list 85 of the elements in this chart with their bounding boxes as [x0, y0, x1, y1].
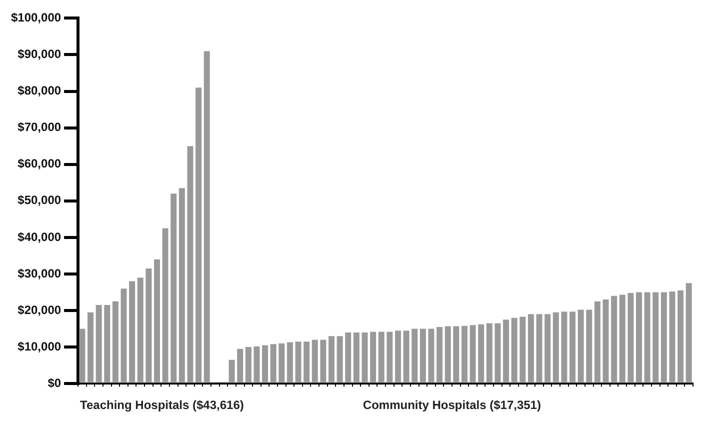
bar — [552, 312, 559, 382]
bar — [96, 305, 102, 382]
bar — [420, 328, 426, 382]
bar — [578, 310, 584, 382]
bar — [286, 342, 293, 382]
bar — [528, 314, 534, 382]
bar — [312, 340, 318, 382]
y-tick-label: $0 — [48, 376, 62, 390]
bar — [112, 301, 118, 382]
bar — [336, 336, 343, 382]
bar — [170, 194, 177, 382]
bar — [628, 292, 634, 382]
bar — [444, 326, 451, 382]
text: Teaching Hospitals ($43,616) — [80, 398, 244, 412]
bar — [295, 342, 302, 382]
bar — [602, 300, 609, 382]
bar — [611, 296, 618, 382]
bar — [353, 332, 360, 382]
bar — [428, 328, 434, 382]
bar — [262, 345, 268, 382]
bar — [162, 228, 168, 382]
bar — [137, 278, 144, 382]
bar — [652, 292, 659, 382]
bar — [511, 318, 518, 382]
bar — [544, 314, 551, 382]
bar — [362, 332, 368, 382]
bar — [237, 348, 244, 382]
y-tick-label: $40,000 — [18, 230, 62, 244]
y-tick-label: $80,000 — [18, 84, 62, 98]
bar — [178, 188, 185, 382]
bar — [636, 292, 642, 382]
bar — [520, 316, 526, 382]
bar — [129, 281, 136, 382]
bar — [304, 342, 310, 382]
bar — [686, 283, 692, 382]
bar — [536, 314, 542, 382]
bar — [187, 146, 194, 382]
bar — [436, 326, 443, 382]
bar — [386, 332, 393, 382]
bar — [228, 360, 235, 382]
y-tick-label: $10,000 — [18, 339, 62, 354]
bar — [470, 325, 476, 382]
bar — [494, 323, 501, 382]
bar — [345, 332, 352, 382]
y-tick-label: $30,000 — [18, 266, 62, 280]
text: Community Hospitals ($17,351) — [362, 398, 541, 412]
y-tick-label: $90,000 — [18, 47, 62, 62]
bar — [453, 326, 460, 382]
bar — [644, 292, 650, 382]
bar — [570, 312, 576, 382]
bar — [395, 330, 401, 382]
bar — [328, 336, 334, 382]
bar — [154, 259, 160, 382]
bar — [461, 326, 468, 382]
bar — [561, 312, 568, 382]
y-tick-label: $100,000 — [10, 10, 62, 25]
bar — [594, 301, 600, 382]
bar — [196, 88, 202, 382]
bar — [278, 343, 285, 382]
y-tick-label: $20,000 — [18, 302, 62, 317]
bar — [660, 292, 667, 382]
bar — [245, 347, 252, 382]
bar — [586, 310, 592, 382]
bar — [619, 294, 626, 382]
bar — [204, 51, 210, 382]
bar — [104, 305, 110, 382]
bar — [378, 332, 384, 382]
bar — [146, 268, 152, 382]
y-tick-label: $70,000 — [18, 120, 62, 134]
y-tick-label: $50,000 — [18, 193, 62, 208]
bar — [478, 324, 484, 382]
bar — [88, 312, 94, 382]
bar — [370, 332, 376, 382]
bar — [254, 346, 260, 382]
bar — [120, 288, 127, 382]
bar — [320, 340, 326, 382]
bar — [503, 320, 510, 382]
y-tick-label: $60,000 — [18, 156, 62, 171]
bar — [79, 328, 86, 382]
bar — [486, 323, 492, 382]
bar — [412, 328, 418, 382]
bar — [270, 344, 276, 382]
bar — [669, 292, 676, 382]
bar — [678, 290, 684, 382]
bar — [403, 330, 410, 382]
